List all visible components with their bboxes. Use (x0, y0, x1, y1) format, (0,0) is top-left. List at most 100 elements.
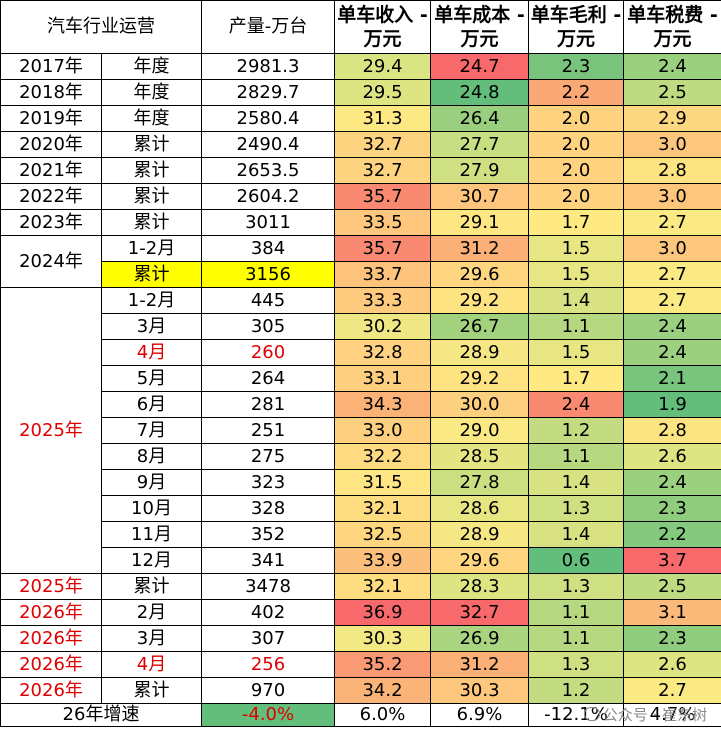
cost-cell: 27.8 (430, 469, 529, 496)
cost-cell: 30.0 (430, 391, 529, 418)
production-cell: 352 (201, 521, 335, 548)
margin-cell: 2.0 (528, 131, 624, 158)
auto-industry-table: 汽车行业运营 产量-万台 单车收入 -万元 单车成本 -万元 单车毛利 -万元 … (0, 0, 721, 727)
cost-cell: 26.4 (430, 105, 529, 132)
cost-cell: 29.6 (430, 547, 529, 574)
growth-revenue: 6.0% (334, 703, 431, 727)
period-cell: 3月 (101, 625, 202, 652)
table-row: 2020年 累计 2490.4 32.7 27.7 2.0 3.0 (0, 131, 721, 158)
margin-cell: 1.4 (528, 469, 624, 496)
table-row: 3月 305 30.2 26.7 1.1 2.4 (1, 313, 721, 340)
watermark-text: 公众号 · 崔东树 (602, 706, 707, 724)
margin-cell: 1.4 (528, 287, 624, 314)
production-cell: 2981.3 (201, 53, 335, 80)
table-row: 2023年 累计 3011 33.5 29.1 1.7 2.7 (0, 209, 721, 236)
margin-cell: 1.1 (528, 313, 624, 340)
margin-cell: 1.2 (528, 677, 624, 704)
revenue-cell: 33.7 (334, 261, 431, 288)
tax-cell: 2.5 (623, 79, 721, 106)
tax-cell: 2.8 (623, 417, 721, 444)
table-row: 2026年 4月 256 35.2 31.2 1.3 2.6 (0, 651, 721, 678)
revenue-cell: 29.4 (334, 53, 431, 80)
cost-cell: 24.7 (430, 53, 529, 80)
year-cell: 2017年 (0, 53, 102, 80)
cost-cell: 28.5 (430, 443, 529, 470)
table-row: 8月 275 32.2 28.5 1.1 2.6 (1, 443, 721, 470)
revenue-cell: 31.5 (334, 469, 431, 496)
cost-cell: 24.8 (430, 79, 529, 106)
period-cell: 1-2月 (101, 287, 202, 314)
growth-row: 26年增速 -4.0% 6.0% 6.9% -12.1% 4.7% (0, 703, 721, 727)
revenue-cell: 31.3 (334, 105, 431, 132)
margin-cell: 2.3 (528, 53, 624, 80)
revenue-cell: 33.1 (334, 365, 431, 392)
production-cell: 3156 (201, 261, 335, 288)
production-cell: 328 (201, 495, 335, 522)
cost-cell: 30.3 (430, 677, 529, 704)
table-row: 2022年 累计 2604.2 35.7 30.7 2.0 3.0 (0, 183, 721, 210)
margin-cell: 2.0 (528, 157, 624, 184)
table-row: 2026年 3月 307 30.3 26.9 1.1 2.3 (0, 625, 721, 652)
production-cell: 402 (201, 599, 335, 626)
table-row: 2026年 2月 402 36.9 32.7 1.1 3.1 (0, 599, 721, 626)
revenue-cell: 29.5 (334, 79, 431, 106)
cost-cell: 28.3 (430, 573, 529, 600)
table-row: 6月 281 34.3 30.0 2.4 1.9 (1, 391, 721, 418)
table-row: 9月 323 31.5 27.8 1.4 2.4 (1, 469, 721, 496)
year-cell: 2026年 (0, 625, 102, 652)
growth-production: -4.0% (201, 703, 335, 727)
year-cell: 2018年 (0, 79, 102, 106)
period-cell: 1-2月 (101, 235, 202, 262)
header-title: 汽车行业运营 (0, 0, 202, 54)
tax-cell: 2.3 (623, 495, 721, 522)
revenue-cell: 32.5 (334, 521, 431, 548)
production-cell: 3478 (201, 573, 335, 600)
cost-cell: 30.7 (430, 183, 529, 210)
header-revenue: 单车收入 -万元 (334, 0, 431, 54)
period-cell: 累计 (101, 157, 202, 184)
margin-cell: 1.7 (528, 209, 624, 236)
table-row: 10月 328 32.1 28.6 1.3 2.3 (1, 495, 721, 522)
period-cell: 8月 (101, 443, 202, 470)
tax-cell: 1.9 (623, 391, 721, 418)
year-cell: 2023年 (0, 209, 102, 236)
production-cell: 2829.7 (201, 79, 335, 106)
production-cell: 970 (201, 677, 335, 704)
revenue-cell: 32.7 (334, 131, 431, 158)
cost-cell: 31.2 (430, 651, 529, 678)
cost-cell: 31.2 (430, 235, 529, 262)
table-row: 2025年 1-2月 445 33.3 29.2 1.4 2.7 (0, 287, 721, 574)
production-cell: 281 (201, 391, 335, 418)
tax-cell: 3.0 (623, 131, 721, 158)
table-row: 4月 260 32.8 28.9 1.5 2.4 (1, 339, 721, 366)
tax-cell: 2.5 (623, 573, 721, 600)
period-cell: 12月 (101, 547, 202, 574)
margin-cell: 1.5 (528, 235, 624, 262)
tax-cell: 2.7 (623, 261, 721, 288)
cost-cell: 29.2 (430, 287, 529, 314)
table-row: 12月 341 33.9 29.6 0.6 3.7 (1, 547, 721, 574)
year-cell: 2022年 (0, 183, 102, 210)
revenue-cell: 32.7 (334, 157, 431, 184)
cost-cell: 27.7 (430, 131, 529, 158)
period-cell: 2月 (101, 599, 202, 626)
production-cell: 323 (201, 469, 335, 496)
production-cell: 251 (201, 417, 335, 444)
cost-cell: 29.2 (430, 365, 529, 392)
table-row: 累计 3156 33.7 29.6 1.5 2.7 (1, 261, 721, 288)
period-cell: 累计 (101, 131, 202, 158)
revenue-cell: 34.2 (334, 677, 431, 704)
header-margin: 单车毛利 -万元 (528, 0, 624, 54)
period-cell: 9月 (101, 469, 202, 496)
margin-cell: 1.5 (528, 339, 624, 366)
year-cell: 2021年 (0, 157, 102, 184)
margin-cell: 2.4 (528, 391, 624, 418)
cost-cell: 29.1 (430, 209, 529, 236)
period-cell: 10月 (101, 495, 202, 522)
revenue-cell: 36.9 (334, 599, 431, 626)
header-tax: 单车税费 -万元 (623, 0, 721, 54)
margin-cell: 1.2 (528, 417, 624, 444)
tax-cell: 2.2 (623, 521, 721, 548)
period-cell: 累计 (101, 183, 202, 210)
cost-cell: 28.6 (430, 495, 529, 522)
